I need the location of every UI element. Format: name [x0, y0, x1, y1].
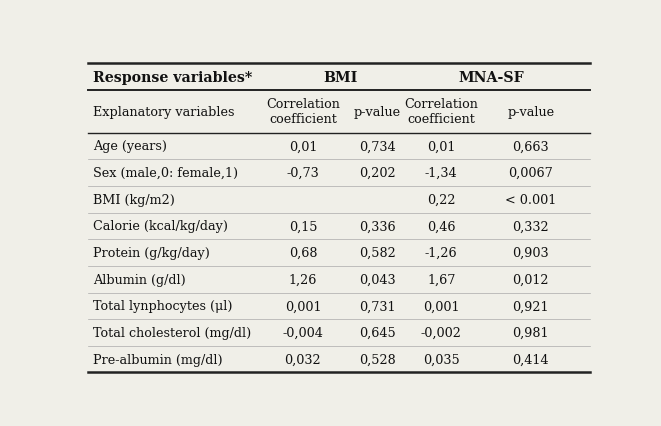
- Text: Age (years): Age (years): [93, 140, 167, 153]
- Text: Response variables*: Response variables*: [93, 71, 252, 84]
- Text: Pre-albumin (mg/dl): Pre-albumin (mg/dl): [93, 353, 223, 366]
- Text: 0,645: 0,645: [359, 326, 395, 339]
- Text: 0,46: 0,46: [427, 220, 455, 233]
- Text: -0,73: -0,73: [286, 167, 319, 180]
- Text: p-value: p-value: [507, 106, 555, 118]
- Text: Total lynphocytes (μl): Total lynphocytes (μl): [93, 299, 233, 313]
- Text: 0,15: 0,15: [289, 220, 317, 233]
- Text: 0,001: 0,001: [423, 299, 459, 313]
- Text: Albumin (g/dl): Albumin (g/dl): [93, 273, 186, 286]
- Text: p-value: p-value: [354, 106, 401, 118]
- Text: 0,663: 0,663: [512, 140, 549, 153]
- Text: 0,0067: 0,0067: [508, 167, 553, 180]
- Text: 0,22: 0,22: [427, 193, 455, 206]
- Text: Protein (g/kg/day): Protein (g/kg/day): [93, 247, 210, 259]
- Text: Total cholesterol (mg/dl): Total cholesterol (mg/dl): [93, 326, 251, 339]
- Text: Correlation
coefficient: Correlation coefficient: [266, 98, 340, 126]
- Text: 0,981: 0,981: [513, 326, 549, 339]
- Text: 0,043: 0,043: [359, 273, 395, 286]
- Text: 0,921: 0,921: [513, 299, 549, 313]
- Text: 0,332: 0,332: [512, 220, 549, 233]
- Text: 0,582: 0,582: [359, 247, 395, 259]
- Text: 0,903: 0,903: [512, 247, 549, 259]
- Text: 0,731: 0,731: [359, 299, 395, 313]
- Text: 0,336: 0,336: [359, 220, 395, 233]
- Text: 0,202: 0,202: [359, 167, 395, 180]
- Text: 0,032: 0,032: [285, 353, 321, 366]
- Text: 0,001: 0,001: [285, 299, 321, 313]
- Text: 0,414: 0,414: [513, 353, 549, 366]
- Text: 0,68: 0,68: [289, 247, 317, 259]
- Text: 0,01: 0,01: [289, 140, 317, 153]
- Text: < 0.001: < 0.001: [505, 193, 557, 206]
- Text: Calorie (kcal/kg/day): Calorie (kcal/kg/day): [93, 220, 228, 233]
- Text: 0,012: 0,012: [513, 273, 549, 286]
- Text: -0,004: -0,004: [282, 326, 323, 339]
- Text: -1,26: -1,26: [425, 247, 457, 259]
- Text: 0,734: 0,734: [359, 140, 395, 153]
- Text: -1,34: -1,34: [425, 167, 457, 180]
- Text: -0,002: -0,002: [421, 326, 461, 339]
- Text: Explanatory variables: Explanatory variables: [93, 106, 235, 118]
- Text: 1,67: 1,67: [427, 273, 455, 286]
- Text: MNA-SF: MNA-SF: [458, 71, 524, 84]
- Text: 1,26: 1,26: [289, 273, 317, 286]
- Text: 0,528: 0,528: [359, 353, 395, 366]
- Text: Correlation
coefficient: Correlation coefficient: [405, 98, 478, 126]
- Text: BMI (kg/m2): BMI (kg/m2): [93, 193, 175, 206]
- Text: Sex (male,0: female,1): Sex (male,0: female,1): [93, 167, 238, 180]
- Text: 0,035: 0,035: [423, 353, 459, 366]
- Text: 0,01: 0,01: [427, 140, 455, 153]
- Text: BMI: BMI: [323, 71, 357, 84]
